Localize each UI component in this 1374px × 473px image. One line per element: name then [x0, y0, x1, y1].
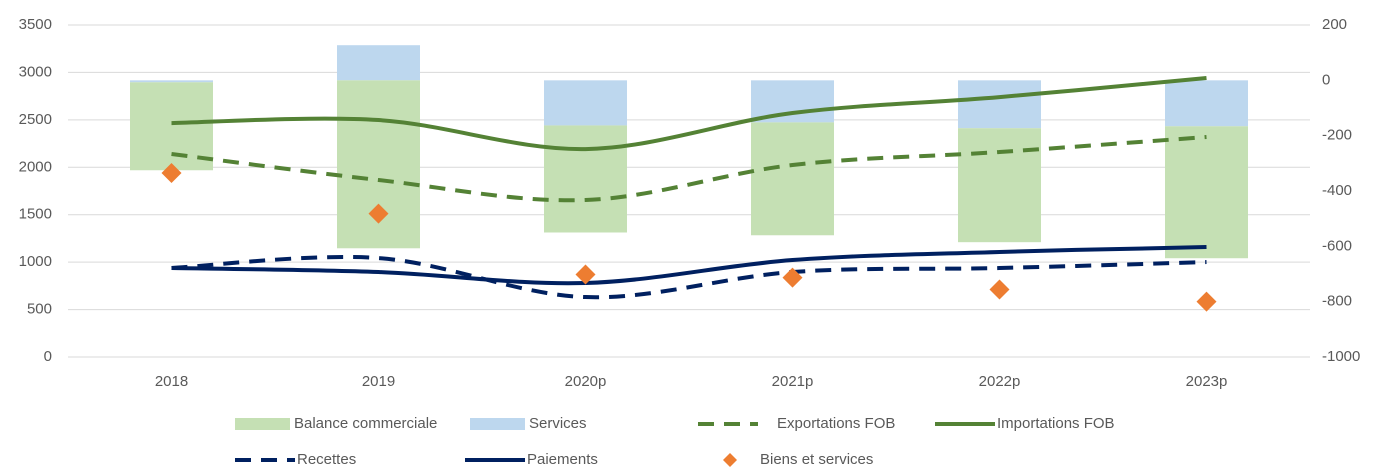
bar — [130, 80, 213, 83]
legend-label: Exportations FOB — [777, 415, 895, 432]
y-tick-label: 2000 — [19, 158, 52, 175]
legend-label: Importations FOB — [997, 415, 1115, 432]
bar — [751, 80, 834, 123]
x-tick-label: 2022p — [979, 373, 1021, 390]
x-tick-label: 2020p — [565, 373, 607, 390]
legend-swatch — [235, 418, 290, 430]
x-tick-label: 2021p — [772, 373, 814, 390]
y-tick-label: 1500 — [19, 206, 52, 223]
legend-label: Services — [529, 415, 587, 432]
legend-label: Balance commerciale — [294, 415, 437, 432]
y2-tick-label: -800 — [1322, 293, 1352, 310]
y2-tick-label: 0 — [1322, 71, 1330, 88]
bar — [337, 45, 420, 81]
x-tick-label: 2019 — [362, 373, 395, 390]
legend-swatch — [470, 418, 525, 430]
x-tick-label: 2018 — [155, 373, 188, 390]
bar — [544, 125, 627, 233]
line — [171, 135, 1207, 203]
legend-label: Paiements — [527, 451, 598, 468]
y-tick-label: 1000 — [19, 253, 52, 270]
y2-tick-label: -600 — [1322, 237, 1352, 254]
y2-tick-label: -400 — [1322, 182, 1352, 199]
legend-label: Biens et services — [760, 451, 873, 468]
marker — [782, 267, 803, 288]
y-tick-label: 3000 — [19, 63, 52, 80]
marker — [161, 163, 182, 184]
marker — [368, 203, 389, 224]
y2-tick-label: -200 — [1322, 127, 1352, 144]
marker — [989, 279, 1010, 300]
line — [171, 245, 1207, 286]
bar — [1165, 126, 1248, 259]
x-tick-label: 2023p — [1186, 373, 1228, 390]
y-tick-label: 3500 — [19, 16, 52, 33]
bar — [751, 122, 834, 236]
bar — [1165, 80, 1248, 127]
y2-tick-label: 200 — [1322, 16, 1347, 33]
bar — [544, 80, 627, 126]
y-tick-label: 2500 — [19, 111, 52, 128]
y2-tick-label: -1000 — [1322, 348, 1360, 365]
marker — [575, 264, 596, 285]
marker — [1196, 291, 1217, 312]
line — [171, 255, 1207, 300]
y-tick-label: 0 — [44, 348, 52, 365]
legend-swatch — [723, 453, 737, 467]
legend-label: Recettes — [297, 451, 356, 468]
line — [171, 76, 1207, 152]
bar — [958, 80, 1041, 129]
bar — [958, 128, 1041, 243]
y-tick-label: 500 — [27, 301, 52, 318]
